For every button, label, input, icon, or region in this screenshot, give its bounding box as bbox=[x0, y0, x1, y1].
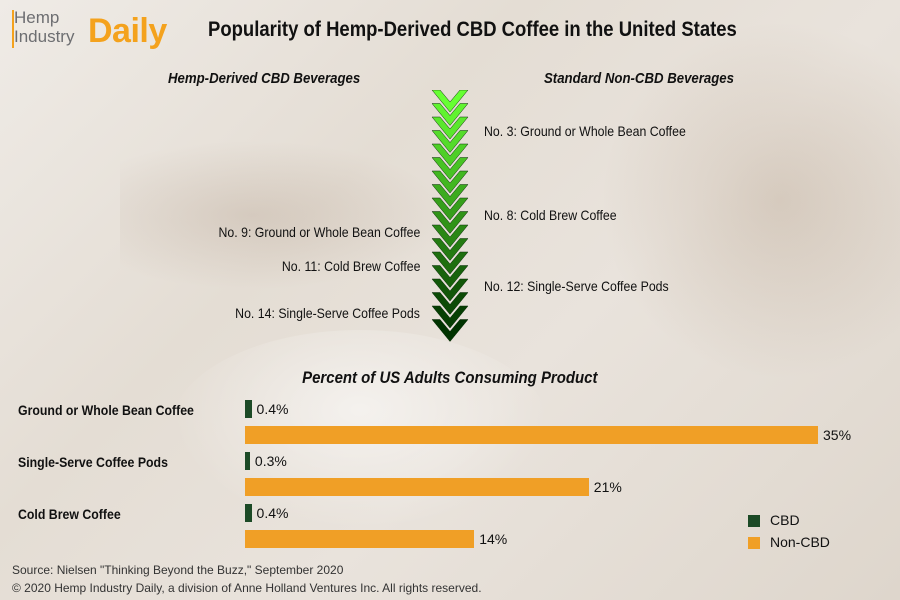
cbd-rank-single-serve-pods: No. 14: Single-Serve Coffee Pods bbox=[235, 305, 420, 321]
category-label-ground-or-whole-bean-coffee: Ground or Whole Bean Coffee bbox=[18, 402, 194, 418]
logo-accent-bar bbox=[12, 10, 14, 48]
cbd-column-heading: Hemp-Derived CBD Beverages bbox=[168, 70, 361, 87]
chevron-mark bbox=[431, 292, 469, 315]
value-label-non-cbd-single-serve-coffee-pods: 21% bbox=[593, 479, 622, 495]
chevron-mark bbox=[431, 143, 469, 167]
value-label-non-cbd-cold-brew-coffee: 14% bbox=[479, 531, 508, 547]
chevron-mark bbox=[431, 251, 469, 275]
bar-cbd-single-serve-coffee-pods bbox=[245, 452, 250, 470]
chevron-mark bbox=[431, 238, 469, 261]
background-coffee-sack bbox=[600, 20, 900, 380]
chevron-mark bbox=[431, 184, 469, 207]
source-note: Source: Nielsen "Thinking Beyond the Buz… bbox=[12, 563, 344, 577]
bar-non-cbd-ground-or-whole-bean-coffee bbox=[245, 426, 818, 444]
chevron-mark bbox=[431, 90, 469, 113]
bar-chart-title: Percent of US Adults Consuming Product bbox=[0, 368, 900, 388]
chevron-mark bbox=[431, 103, 469, 126]
value-label-non-cbd-ground-or-whole-bean-coffee: 35% bbox=[823, 427, 852, 443]
logo-line-hemp: Hemp bbox=[14, 8, 60, 27]
legend-label-cbd: CBD bbox=[770, 512, 800, 528]
legend-label-non-cbd: Non-CBD bbox=[770, 534, 830, 550]
cbd-rank-cold-brew: No. 11: Cold Brew Coffee bbox=[281, 258, 420, 274]
hemp-industry-daily-logo: Hemp Industry Daily bbox=[12, 8, 202, 52]
ranking-chevron-arrow bbox=[431, 90, 469, 342]
non-cbd-rank-cold-brew: No. 8: Cold Brew Coffee bbox=[484, 207, 617, 223]
infographic-title: Popularity of Hemp-Derived CBD Coffee in… bbox=[208, 18, 737, 41]
chevron-mark bbox=[431, 278, 469, 302]
chevron-mark bbox=[431, 116, 469, 140]
bar-cbd-cold-brew-coffee bbox=[245, 504, 252, 522]
value-label-cbd-single-serve-coffee-pods: 0.3% bbox=[254, 453, 287, 469]
bar-non-cbd-cold-brew-coffee bbox=[245, 530, 475, 548]
chevron-mark bbox=[431, 211, 469, 234]
non-cbd-column-heading: Standard Non-CBD Beverages bbox=[544, 70, 734, 87]
non-cbd-rank-single-serve-pods: No. 12: Single-Serve Coffee Pods bbox=[484, 278, 669, 294]
chevron-mark bbox=[431, 157, 469, 180]
cbd-rank-ground-coffee: No. 9: Ground or Whole Bean Coffee bbox=[218, 224, 420, 240]
chevron-mark bbox=[431, 224, 469, 248]
copyright-note: © 2020 Hemp Industry Daily, a division o… bbox=[12, 581, 482, 595]
logo-word-daily: Daily bbox=[88, 12, 167, 50]
background-coffee-beans bbox=[120, 140, 450, 290]
category-label-single-serve-coffee-pods: Single-Serve Coffee Pods bbox=[18, 454, 168, 470]
chevron-mark bbox=[431, 197, 469, 221]
bar-non-cbd-single-serve-coffee-pods bbox=[245, 478, 589, 496]
chevron-mark bbox=[431, 319, 469, 342]
legend-swatch-non-cbd bbox=[748, 537, 760, 549]
chevron-mark bbox=[431, 130, 469, 153]
chevron-mark bbox=[431, 170, 469, 194]
non-cbd-rank-ground-coffee: No. 3: Ground or Whole Bean Coffee bbox=[484, 123, 686, 139]
chevron-mark bbox=[431, 265, 469, 288]
bar-cbd-ground-or-whole-bean-coffee bbox=[245, 400, 252, 418]
logo-line-industry: Industry bbox=[14, 27, 75, 46]
bar-chart-title-text: Percent of US Adults Consuming Product bbox=[302, 368, 598, 387]
category-label-cold-brew-coffee: Cold Brew Coffee bbox=[18, 506, 121, 522]
value-label-cbd-cold-brew-coffee: 0.4% bbox=[256, 505, 289, 521]
value-label-cbd-ground-or-whole-bean-coffee: 0.4% bbox=[256, 401, 289, 417]
legend-swatch-cbd bbox=[748, 515, 760, 527]
chevron-mark bbox=[431, 305, 469, 329]
